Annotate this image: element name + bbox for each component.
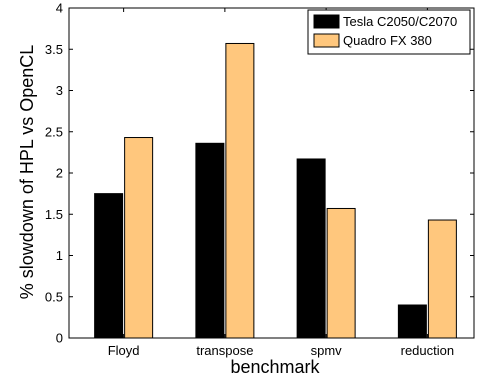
- legend: Tesla C2050/C2070 Quadro FX 380: [307, 9, 471, 55]
- y-tick-label: 0: [56, 331, 63, 346]
- y-tick-label: 1: [56, 248, 63, 263]
- x-tick-label: reduction: [401, 343, 454, 358]
- x-tick-label: Floyd: [108, 343, 140, 358]
- bar-series-2-spmv: [326, 207, 356, 339]
- legend-label-2: Quadro FX 380: [343, 33, 432, 48]
- bar-series-1-transpose: [195, 142, 225, 339]
- x-tick-label: spmv: [311, 343, 343, 358]
- bar-series-1-spmv: [296, 158, 326, 339]
- y-tick-label: 3: [56, 83, 63, 98]
- y-tick-label: 2: [56, 166, 63, 181]
- legend-swatch-2: [313, 33, 340, 48]
- ticks-layer: Floyd transpose spmv reduction 0 0.5 1 1.5 2 2.5 3…: [45, 1, 474, 358]
- bar-series-2-transpose: [225, 42, 255, 339]
- y-tick-label: 1.5: [45, 207, 63, 222]
- y-tick-label: 0.5: [45, 289, 63, 304]
- bar-series-2-Floyd: [124, 137, 154, 339]
- bars-layer: [94, 42, 457, 339]
- bar-series-1-reduction: [397, 304, 427, 339]
- legend-swatch-1: [313, 14, 340, 29]
- x-axis-label: benchmark: [230, 357, 320, 377]
- y-axis-label: % slowdown of HPL vs OpenCL: [17, 45, 37, 299]
- x-tick-label: transpose: [196, 343, 253, 358]
- y-tick-label: 4: [56, 1, 63, 16]
- y-tick-label: 2.5: [45, 124, 63, 139]
- y-tick-label: 3.5: [45, 42, 63, 57]
- legend-label-1: Tesla C2050/C2070: [343, 14, 457, 29]
- bar-series-2-reduction: [427, 219, 457, 339]
- bar-series-1-Floyd: [94, 193, 124, 339]
